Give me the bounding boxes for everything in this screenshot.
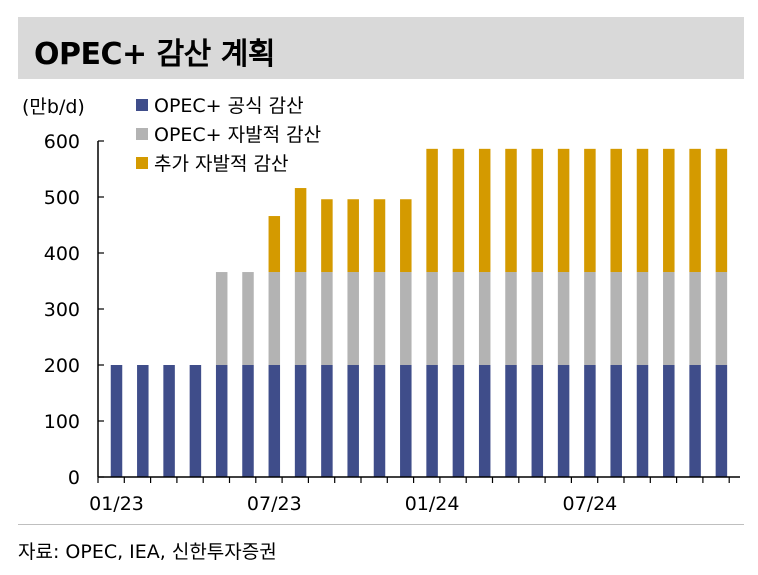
bar-segment-voluntary-08/23 <box>294 272 307 365</box>
y-tick-label-200: 200 <box>44 355 80 377</box>
bar-segment-official-02/23 <box>137 365 149 477</box>
bar-segment-official-08/23 <box>294 365 307 477</box>
x-tick-label-01-23: 01/23 <box>89 493 144 515</box>
y-tick-label-400: 400 <box>44 243 80 265</box>
bar-segment-voluntary-04/24 <box>505 272 517 365</box>
bar-segment-additional-08/23 <box>294 188 307 273</box>
bar-segment-additional-11/23 <box>373 199 386 273</box>
y-tick-label-600: 600 <box>44 131 80 153</box>
bar-segment-additional-05/24 <box>531 148 544 273</box>
source-note: 자료: OPEC, IEA, 신한투자증권 <box>18 541 277 563</box>
bar-segment-voluntary-06/23 <box>242 272 254 365</box>
x-tick-label-07-24: 07/24 <box>563 493 618 515</box>
bar-segment-additional-02/24 <box>452 148 465 273</box>
bar-segment-official-01/23 <box>110 365 123 477</box>
bar-segment-voluntary-12/24 <box>715 272 728 365</box>
bar-segment-official-11/23 <box>373 365 386 477</box>
bar-segment-additional-06/24 <box>557 148 570 273</box>
bar-segment-additional-11/24 <box>689 148 701 273</box>
bar-segment-additional-09/24 <box>636 148 649 273</box>
bar-segment-voluntary-05/23 <box>215 272 228 365</box>
y-tick-label-0: 0 <box>68 467 80 489</box>
source-divider <box>18 524 744 525</box>
y-axis-unit-label: (만b/d) <box>22 96 85 118</box>
bar-segment-additional-09/23 <box>321 199 333 273</box>
bar-segment-additional-10/24 <box>663 148 675 273</box>
bar-segment-official-12/23 <box>400 365 412 477</box>
bar-segment-official-05/23 <box>215 365 228 477</box>
bar-segment-additional-12/23 <box>400 199 412 273</box>
bar-segment-voluntary-11/24 <box>689 272 701 365</box>
legend-label-additional: 추가 자발적 감산 <box>154 153 289 175</box>
bar-segment-voluntary-06/24 <box>557 272 570 365</box>
bar-segment-official-09/24 <box>636 365 649 477</box>
legend-label-official: OPEC+ 공식 감산 <box>154 95 304 117</box>
bar-segment-voluntary-08/24 <box>610 272 622 365</box>
bar-segment-official-09/23 <box>321 365 333 477</box>
bar-segment-official-12/24 <box>715 365 728 477</box>
bar-segment-official-08/24 <box>610 365 622 477</box>
bar-segment-official-05/24 <box>531 365 544 477</box>
title-bar: OPEC+ 감산 계획 <box>18 17 744 79</box>
bar-segment-additional-12/24 <box>715 148 728 273</box>
legend-item-additional: 추가 자발적 감산 <box>136 148 321 177</box>
bar-segment-voluntary-09/24 <box>636 272 649 365</box>
bar-segment-official-11/24 <box>689 365 701 477</box>
legend: OPEC+ 공식 감산 OPEC+ 자발적 감산 추가 자발적 감산 <box>136 90 321 177</box>
bar-segment-voluntary-03/24 <box>478 272 491 365</box>
y-tick-label-500: 500 <box>44 187 80 209</box>
bar-segment-voluntary-07/24 <box>584 272 596 365</box>
bar-segment-voluntary-09/23 <box>321 272 333 365</box>
bar-segment-official-02/24 <box>452 365 465 477</box>
bar-segment-voluntary-12/23 <box>400 272 412 365</box>
legend-label-voluntary: OPEC+ 자발적 감산 <box>154 124 322 146</box>
x-tick-label-07-23: 07/23 <box>247 493 302 515</box>
legend-swatch-additional <box>136 156 148 169</box>
bar-segment-official-10/24 <box>663 365 675 477</box>
bar-segment-voluntary-01/24 <box>426 272 438 365</box>
x-tick-label-01-24: 01/24 <box>405 493 460 515</box>
bar-segment-official-07/23 <box>268 365 281 477</box>
legend-item-official: OPEC+ 공식 감산 <box>136 90 321 119</box>
bar-segment-official-01/24 <box>426 365 438 477</box>
y-tick-label-300: 300 <box>44 299 80 321</box>
bar-segment-additional-07/23 <box>268 216 281 273</box>
legend-swatch-official <box>136 98 148 111</box>
bar-segment-official-06/24 <box>557 365 570 477</box>
bar-segment-official-06/23 <box>242 365 254 477</box>
bar-segment-additional-01/24 <box>426 148 438 273</box>
bar-segment-voluntary-05/24 <box>531 272 544 365</box>
bar-segment-official-04/24 <box>505 365 517 477</box>
bar-segment-official-04/23 <box>189 365 202 477</box>
bar-segment-voluntary-10/24 <box>663 272 675 365</box>
legend-item-voluntary: OPEC+ 자발적 감산 <box>136 119 321 148</box>
page-title: OPEC+ 감산 계획 <box>34 37 275 72</box>
bar-segment-official-07/24 <box>584 365 596 477</box>
bar-segment-additional-03/24 <box>478 148 491 273</box>
bar-segment-additional-04/24 <box>505 148 517 273</box>
bar-segment-voluntary-02/24 <box>452 272 465 365</box>
bar-segment-official-10/23 <box>347 365 359 477</box>
bar-segment-official-03/24 <box>478 365 491 477</box>
bar-segment-official-03/23 <box>163 365 175 477</box>
bar-segment-additional-07/24 <box>584 148 596 273</box>
bar-segment-voluntary-07/23 <box>268 272 281 365</box>
bar-segment-additional-08/24 <box>610 148 622 273</box>
bar-segment-voluntary-10/23 <box>347 272 359 365</box>
y-tick-label-100: 100 <box>44 411 80 433</box>
legend-swatch-voluntary <box>136 127 148 140</box>
bar-segment-additional-10/23 <box>347 199 359 273</box>
bar-segment-voluntary-11/23 <box>373 272 386 365</box>
